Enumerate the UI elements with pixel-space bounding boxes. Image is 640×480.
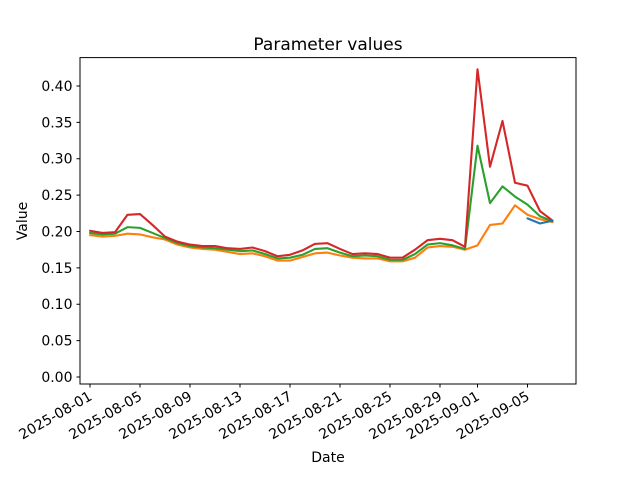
y-axis-label: Value — [15, 202, 31, 240]
blue-series-line — [526, 217, 554, 225]
y-tick-label: 0.15 — [41, 261, 72, 277]
y-tick-label: 0.20 — [41, 224, 72, 240]
y-tick-label: 0.00 — [41, 370, 72, 386]
y-tick-label: 0.40 — [41, 79, 72, 95]
red-series-line — [88, 68, 554, 259]
y-tick-label: 0.10 — [41, 297, 72, 313]
y-tick-label: 0.05 — [41, 334, 72, 350]
plot-frame — [79, 57, 577, 385]
y-tick-label: 0.25 — [41, 188, 72, 204]
green-series-line — [88, 144, 554, 261]
y-axis-ticks: 0.00 0.05 0.10 0.15 0.20 0.25 0.30 0.35 0.40 — [41, 79, 80, 386]
chart-title: Parameter values — [253, 35, 402, 55]
y-tick-label: 0.30 — [41, 152, 72, 168]
series-lines — [88, 68, 554, 263]
plot-area: 0.00 0.05 0.10 0.15 0.20 0.25 0.30 0.35 0.40 2025… — [17, 57, 577, 443]
y-tick-label: 0.35 — [41, 115, 72, 131]
x-axis-ticks: 2025-08-012025-08-052025-08-092025-08-13… — [17, 384, 533, 443]
x-axis-label: Date — [311, 450, 344, 466]
orange-series-line — [88, 204, 554, 263]
